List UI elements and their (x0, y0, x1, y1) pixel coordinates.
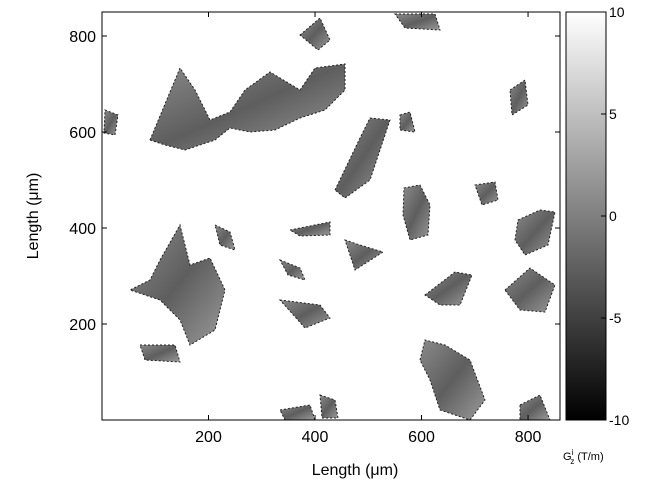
x-tick-label: 600 (408, 429, 435, 446)
x-tick-label: 400 (302, 429, 329, 446)
x-tick-label: 800 (515, 429, 542, 446)
colorbar (565, 11, 607, 421)
colorbar-tick-label: 5 (609, 106, 617, 122)
cb-sup: i (572, 448, 574, 457)
colorbar-tick-label: -10 (609, 412, 629, 428)
cb-symbol: G (563, 451, 572, 463)
x-axis-label: Length (μm) (312, 462, 399, 479)
cb-unit: (T/m) (577, 451, 603, 463)
colorbar-tick-label: -5 (609, 310, 622, 326)
y-tick-label: 200 (69, 317, 96, 334)
y-tick-label: 400 (69, 221, 96, 238)
field-map (103, 13, 556, 421)
y-axis-label: Length (μm) (25, 173, 42, 260)
y-tick-label: 800 (69, 29, 96, 46)
x-tick-label: 200 (195, 429, 222, 446)
plot-frame (101, 11, 561, 421)
y-tick-label: 600 (69, 125, 96, 142)
cb-sub: z (570, 457, 574, 466)
colorbar-tick-label: 0 (609, 208, 617, 224)
colorbar-tick-label: 10 (609, 4, 625, 20)
colorbar-label: Gi z (T/m) (563, 448, 604, 466)
